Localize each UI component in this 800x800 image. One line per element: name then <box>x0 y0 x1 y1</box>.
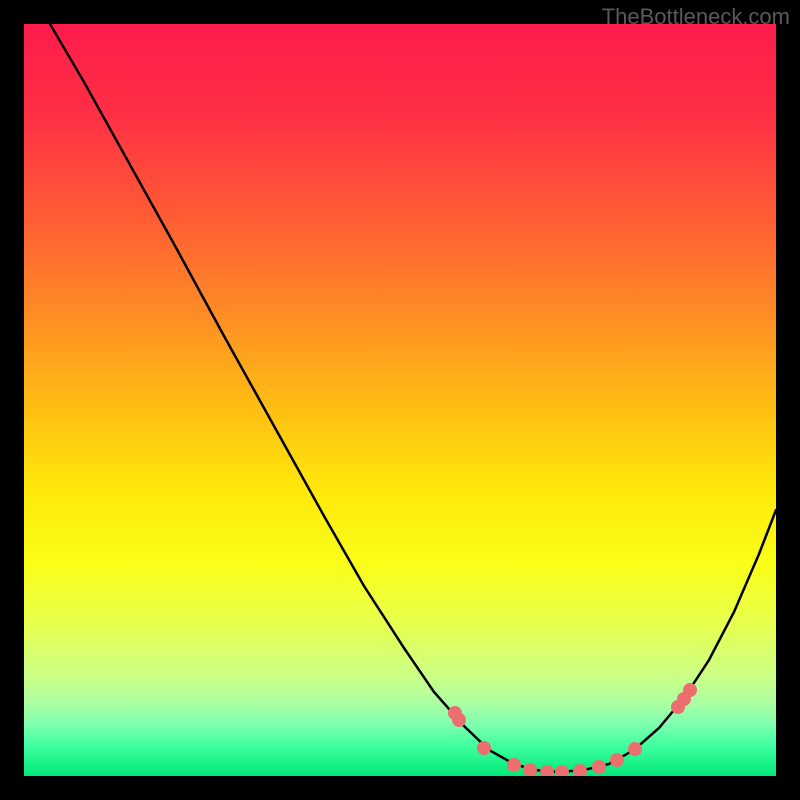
curve-marker <box>592 760 606 774</box>
curve-marker <box>555 765 569 776</box>
curve-marker <box>628 742 642 756</box>
curve-marker <box>683 683 697 697</box>
chart-plot-area <box>24 24 776 776</box>
watermark-text: TheBottleneck.com <box>602 4 790 30</box>
curve-marker <box>477 741 491 755</box>
curve-marker <box>507 758 521 772</box>
curve-marker <box>610 753 624 767</box>
bottleneck-curve <box>24 24 776 776</box>
curve-marker <box>573 764 587 776</box>
curve-marker <box>452 713 466 727</box>
curve-path <box>50 24 776 772</box>
curve-marker <box>540 765 554 776</box>
curve-marker <box>523 763 537 776</box>
